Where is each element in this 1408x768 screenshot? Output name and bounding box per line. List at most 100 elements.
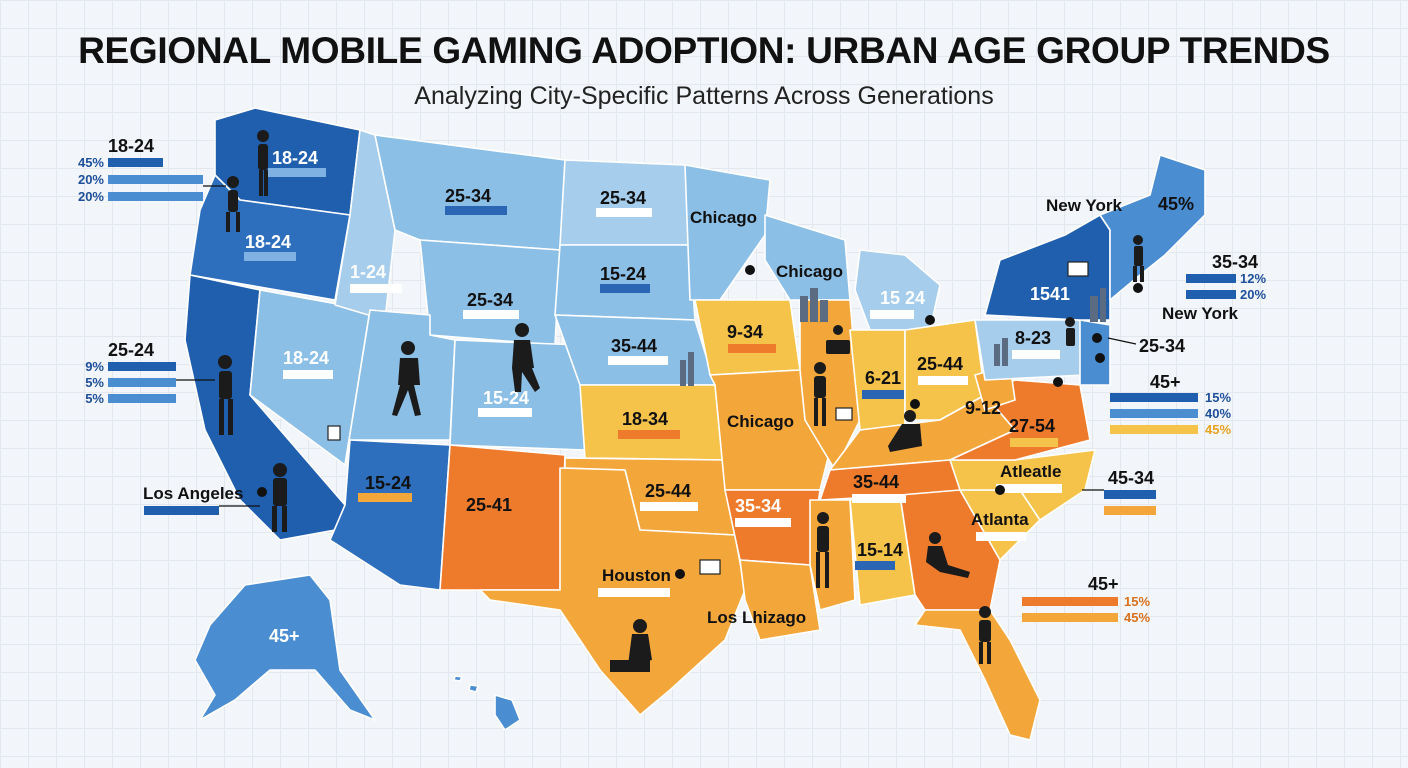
legend-mid-value: 15% — [1205, 390, 1232, 405]
region-bar — [1010, 438, 1058, 447]
region-label: 25-34 — [600, 188, 647, 208]
region-louisiana — [739, 559, 821, 641]
city-label: Houston — [602, 566, 671, 585]
region-label: 45+ — [269, 626, 300, 646]
legend-ca-heading: 25-24 — [108, 340, 155, 360]
region-label: 1541 — [1030, 284, 1071, 304]
region-label: 25-44 — [645, 481, 692, 501]
region-mississippi — [809, 499, 856, 611]
region-hawaii — [494, 694, 521, 731]
region-label: 8-23 — [1015, 328, 1052, 348]
region-minnesota — [684, 164, 771, 301]
legend-mid-value: 45% — [1205, 422, 1232, 437]
city-label: New York — [1046, 196, 1122, 215]
legend-nw-bar — [108, 158, 163, 167]
legend-nw-value: 45% — [77, 155, 104, 170]
legend-fl-bar — [1022, 613, 1118, 622]
region-bar — [735, 518, 791, 527]
region-bar — [855, 561, 895, 570]
region-bar — [350, 284, 402, 293]
region-new-england — [1099, 154, 1206, 301]
region-label: 25-41 — [466, 495, 513, 515]
region-bar — [618, 430, 680, 439]
region-bar — [358, 493, 412, 502]
region-bar — [1012, 350, 1060, 359]
city-label: New York — [1162, 304, 1238, 323]
region-bar — [852, 494, 906, 503]
region-bar — [463, 310, 519, 319]
region-label: 25-34 — [467, 290, 514, 310]
legend-ne-bar — [1186, 290, 1236, 299]
region-bar — [244, 252, 296, 261]
page-title: REGIONAL MOBILE GAMING ADOPTION: URBAN A… — [78, 30, 1330, 71]
region-label: 9-12 — [965, 398, 1002, 418]
city-label: Chicago — [776, 262, 844, 281]
region-bar — [918, 376, 968, 385]
legend-fl-bar — [1022, 597, 1118, 606]
region-florida — [914, 609, 1041, 741]
legend-mid-value: 40% — [1205, 406, 1232, 421]
page-subtitle: Analyzing City-Specific Patterns Across … — [414, 82, 994, 110]
legend-ne-value: 20% — [1240, 287, 1267, 302]
city-label: Chicago — [727, 412, 795, 431]
region-label: 27-54 — [1009, 416, 1056, 436]
region-label: 9-34 — [727, 322, 764, 342]
region-label: 15-24 — [600, 264, 647, 284]
region-bar — [870, 310, 914, 319]
legend-nw-heading: 18-24 — [108, 136, 155, 156]
legend-fl-heading: 45+ — [1088, 574, 1119, 594]
region-bar — [445, 206, 507, 215]
region-label: 18-24 — [272, 148, 319, 168]
region-label: 35-34 — [735, 496, 782, 516]
region-bar — [976, 532, 1026, 541]
region-label: 15-14 — [857, 540, 904, 560]
legend-ca-bar — [108, 394, 176, 403]
region-bar — [862, 390, 904, 399]
legend-ca-value: 9% — [85, 359, 104, 374]
legend-ne-heading: 35-34 — [1212, 252, 1259, 272]
region-bar — [598, 588, 670, 597]
legend-nw-value: 20% — [77, 172, 104, 187]
region-label: 1-24 — [350, 262, 387, 282]
region-label: 15 24 — [880, 288, 926, 308]
city-label: Los Lhizago — [707, 608, 807, 627]
region-bar — [596, 208, 652, 217]
region-label: 45% — [1158, 194, 1195, 214]
legend-ca-bar — [108, 378, 176, 387]
legend-nw-value: 20% — [77, 189, 104, 204]
legend-nw-bar — [108, 175, 203, 184]
region-bar — [728, 344, 776, 353]
legend-se-heading: 45-34 — [1108, 468, 1155, 488]
legend-se-bar — [1104, 490, 1156, 499]
legend-se-bar — [1104, 506, 1156, 515]
region-bar — [996, 484, 1062, 493]
region-label: 25-44 — [917, 354, 964, 374]
legend-ne-bar — [1186, 274, 1236, 283]
region-label: 35-44 — [853, 472, 900, 492]
region-bar — [600, 284, 650, 293]
legend-fl-value: 15% — [1124, 594, 1151, 609]
region-bar — [268, 168, 326, 177]
region-arizona — [329, 439, 451, 591]
region-label: 25-34 — [1139, 336, 1186, 356]
region-new-mexico — [439, 444, 566, 591]
city-label: Atleatle — [1000, 462, 1062, 481]
legend-la-bar — [144, 506, 219, 515]
region-new-jersey-maryland — [1079, 319, 1111, 386]
region-label: 18-24 — [283, 348, 330, 368]
legend-ca-value: 5% — [85, 391, 104, 406]
legend-mid-bar — [1110, 409, 1198, 418]
region-label: 35-44 — [611, 336, 658, 356]
region-new-york — [984, 214, 1111, 321]
legend-ne-value: 12% — [1240, 271, 1267, 286]
region-label: 18-24 — [245, 232, 292, 252]
region-label: 15-24 — [483, 388, 530, 408]
legend-mid-bar — [1110, 425, 1198, 434]
legend-fl-value: 45% — [1124, 610, 1151, 625]
region-bar — [283, 370, 333, 379]
legend-mid-bar — [1110, 393, 1198, 402]
legend-nw-bar — [108, 192, 203, 201]
region-label: 18-34 — [622, 409, 669, 429]
region-alaska — [194, 574, 376, 721]
city-label: Los Angeles — [143, 484, 244, 503]
